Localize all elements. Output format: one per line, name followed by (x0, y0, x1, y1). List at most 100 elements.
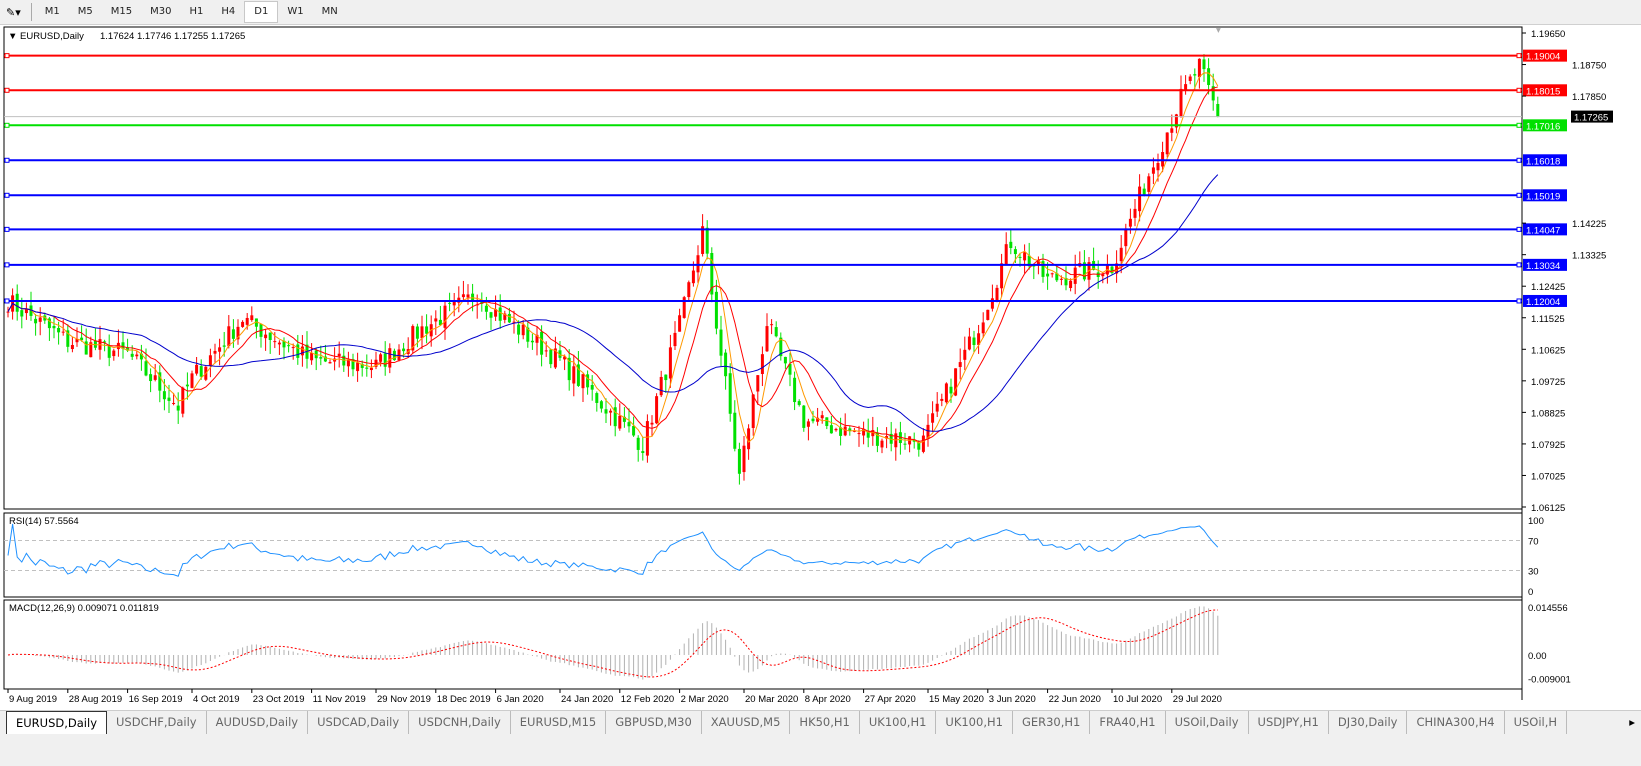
candle-body (498, 307, 502, 321)
candle-body (793, 377, 797, 403)
tab-scroll-right-icon[interactable]: ▸ (1629, 715, 1635, 729)
candle-body (604, 409, 608, 414)
chart-tab[interactable]: USOil,Daily (1166, 711, 1249, 735)
candle-body (728, 373, 732, 414)
chart-tab[interactable]: FRA40,H1 (1090, 711, 1166, 735)
chart-tab[interactable]: USDCNH,Daily (409, 711, 511, 735)
candle-body (264, 334, 268, 339)
time-axis-label: 11 Nov 2019 (313, 694, 366, 705)
candle-body (811, 418, 815, 422)
candle-body (990, 298, 994, 309)
chart-tab[interactable]: GER30,H1 (1013, 711, 1091, 735)
candle-body (553, 348, 557, 368)
level-price-tag (1523, 223, 1567, 236)
candle-body (1004, 244, 1008, 264)
candle-body (208, 355, 212, 366)
chart-tab[interactable]: USOil,H (1505, 711, 1568, 735)
chart-tab[interactable]: USDJPY,H1 (1249, 711, 1329, 735)
candle-body (816, 417, 820, 422)
level-handle-right (1516, 226, 1522, 232)
chart-tab[interactable]: USDCAD,Daily (308, 711, 410, 735)
chart-collapse-icon: ▼ (8, 31, 17, 42)
candle-body (494, 309, 498, 317)
candle-body (1013, 249, 1017, 255)
toolbar-separator (30, 3, 32, 21)
chart-tab[interactable]: USDCHF,Daily (107, 711, 207, 735)
price-axis-label: 1.13325 (1572, 251, 1606, 262)
price-axis-label: 1.08825 (1531, 408, 1565, 419)
chart-tab[interactable]: HK50,H1 (790, 711, 860, 735)
level-price-tag (1523, 84, 1567, 97)
timeframe-toolbar: ✎▾ M1 M5 M15 M30 H1 H4 D1 W1 MN (0, 0, 1641, 25)
candle-body (1147, 176, 1151, 192)
chart-tab[interactable]: CHINA300,H4 (1407, 711, 1505, 735)
candle-body (438, 319, 442, 326)
candle-body (903, 443, 907, 445)
level-price-label: 1.18015 (1526, 86, 1560, 97)
timeframe-w1[interactable]: W1 (287, 6, 304, 17)
level-handle-right (1516, 53, 1522, 59)
candle-body (747, 428, 751, 450)
candle-body (415, 326, 419, 339)
candle-body (296, 344, 300, 358)
candle-body (650, 422, 654, 425)
drawing-tools-icon[interactable]: ✎▾ (6, 5, 21, 19)
level-price-label: 1.13034 (1526, 261, 1560, 272)
candle-body (622, 416, 626, 422)
time-axis-label: 24 Jan 2020 (561, 694, 613, 705)
candle-body (383, 353, 387, 367)
chart-tab[interactable]: GBPUSD,M30 (606, 711, 702, 735)
candle-body (282, 340, 286, 348)
candle-body (466, 294, 470, 298)
timeframe-mn[interactable]: MN (321, 6, 338, 17)
time-axis-label: 29 Nov 2019 (377, 694, 431, 705)
candle-body (880, 440, 884, 448)
candle-body (949, 386, 953, 394)
candle-body (448, 302, 452, 304)
candle-body (733, 412, 737, 449)
level-price-tag (1523, 258, 1567, 271)
candle-body (829, 425, 833, 434)
candle-body (158, 372, 162, 391)
chart-tab[interactable]: EURUSD,M15 (511, 711, 607, 735)
candle-body (586, 374, 590, 388)
candle-body (241, 321, 245, 327)
chart-tab[interactable]: DJ30,Daily (1329, 711, 1408, 735)
candle-body (310, 353, 314, 361)
candle-body (977, 333, 981, 345)
chart-tab[interactable]: UK100,H1 (860, 711, 937, 735)
timeframe-m5[interactable]: M5 (77, 6, 93, 17)
status-area (0, 734, 1641, 766)
candle-body (291, 347, 295, 349)
level-handle-right (1516, 298, 1522, 304)
chart-tab[interactable]: UK100,H1 (936, 711, 1013, 735)
candle-body (231, 329, 235, 339)
candle-body (668, 347, 672, 379)
candle-body (15, 293, 19, 312)
candle-body (379, 354, 383, 362)
candle-body (1197, 58, 1201, 78)
candle-body (1082, 262, 1086, 280)
chart-tab[interactable]: AUDUSD,Daily (207, 711, 309, 735)
timeframe-d1[interactable]: D1 (244, 1, 279, 23)
candle-body (944, 383, 948, 403)
macd-axis-label: 0.014556 (1528, 603, 1568, 614)
timeframe-m15[interactable]: M15 (110, 6, 133, 17)
chart-tab[interactable]: XAUUSD,M5 (702, 711, 791, 735)
timeframe-m1[interactable]: M1 (44, 6, 60, 17)
candle-body (236, 326, 240, 340)
candle-body (576, 364, 580, 386)
chart-tab[interactable]: EURUSD,Daily (6, 711, 107, 735)
candle-body (926, 424, 930, 439)
candle-body (1211, 86, 1215, 101)
timeframe-m30[interactable]: M30 (150, 6, 172, 17)
candle-body (931, 413, 935, 423)
chart-tabs: EURUSD,Daily USDCHF,Daily AUDUSD,Daily USDC… (0, 710, 1641, 735)
timeframe-h1[interactable]: H1 (189, 6, 204, 17)
price-axis-label: 1.18750 (1572, 61, 1606, 72)
candle-body (540, 331, 544, 355)
price-panel (3, 26, 1523, 510)
chart-symbol-label: EURUSD,Daily (20, 31, 84, 42)
timeframe-h4[interactable]: H4 (221, 6, 236, 17)
